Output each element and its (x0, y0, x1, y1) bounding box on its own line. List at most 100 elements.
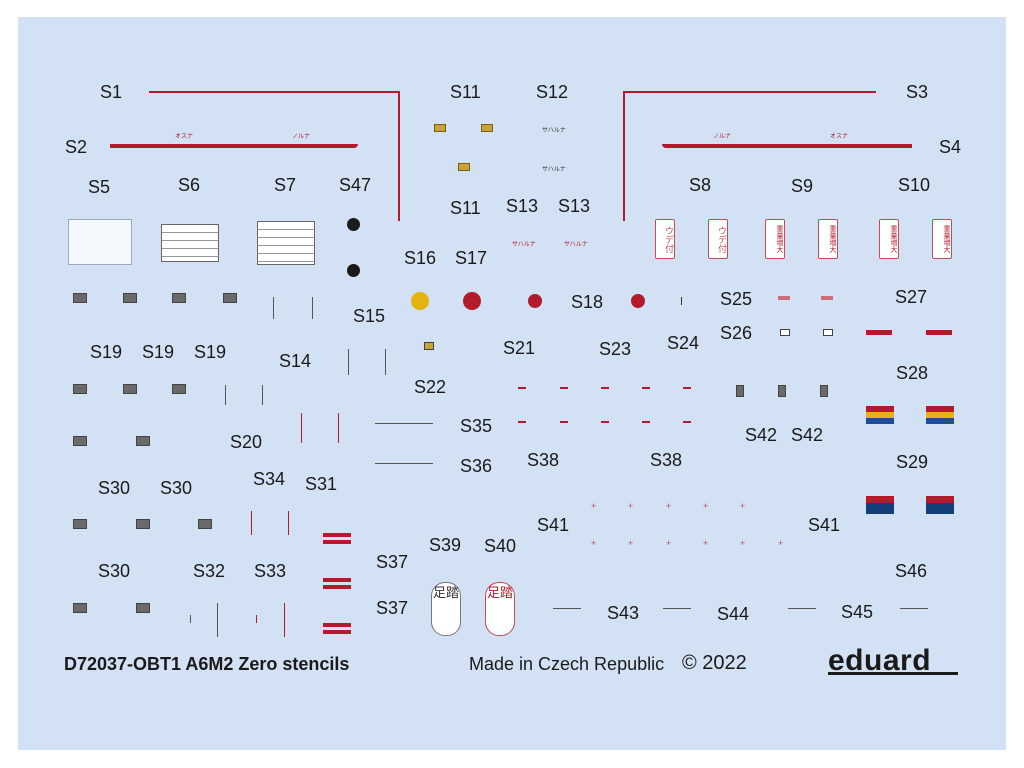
plus-marking: + (628, 501, 634, 511)
black-dot (347, 264, 360, 277)
dash-marking (601, 421, 609, 423)
label-s40: S40 (484, 536, 517, 556)
osuna-text: オスナ (175, 134, 194, 140)
label-s39: S39 (429, 535, 462, 555)
label-s21: S21 (503, 338, 536, 358)
tick-marking (284, 603, 285, 637)
s11-marking (434, 124, 446, 132)
s37-bar (323, 630, 351, 634)
label-s32: S32 (193, 561, 226, 581)
label-s19: S19 (142, 342, 175, 362)
stripe-marking (926, 406, 954, 424)
tick-marking (338, 413, 339, 443)
label-s46: S46 (895, 561, 928, 581)
gauge-marking (123, 384, 137, 394)
walkway-line-s4 (662, 144, 912, 148)
label-s2: S2 (65, 137, 88, 157)
label-s47: S47 (339, 175, 372, 195)
data-plate-s7 (257, 221, 315, 265)
walkway-line-s3-vertical (623, 91, 625, 221)
label-s41: S41 (808, 515, 841, 535)
label-s27: S27 (895, 287, 928, 307)
walkway-line-s3 (624, 91, 876, 93)
red-dot (631, 294, 645, 308)
s11-marking (481, 124, 493, 132)
tick-marking (190, 615, 191, 623)
label-s25: S25 (720, 289, 753, 309)
label-s12: S12 (536, 82, 569, 102)
plus-marking: + (591, 501, 597, 511)
s45-marking (788, 608, 816, 609)
plus-marking: + (591, 538, 597, 548)
stripe-marking (866, 406, 894, 424)
label-s19: S19 (90, 342, 123, 362)
label-s29: S29 (896, 452, 929, 472)
label-s41: S41 (537, 515, 570, 535)
copyright: © 2022 (682, 652, 747, 674)
plus-marking: + (703, 501, 709, 511)
s35-line (375, 423, 433, 424)
s26-marking (823, 329, 833, 336)
label-s38: S38 (650, 450, 683, 470)
data-plate-s6 (161, 224, 219, 262)
label-s13: S13 (558, 196, 591, 216)
plus-marking: + (740, 501, 746, 511)
dash-marking (683, 387, 691, 389)
gauge-marking (172, 384, 186, 394)
gauge-marking (223, 293, 237, 303)
s42-marking (820, 385, 828, 397)
tick-marking (288, 511, 289, 535)
label-s23: S23 (599, 339, 632, 359)
gauge-marking (73, 384, 87, 394)
tick-marking (273, 297, 274, 319)
label-s28: S28 (896, 363, 929, 383)
gauge-marking (73, 519, 87, 529)
tick-marking (217, 603, 218, 637)
walkway-line-s2 (110, 144, 358, 148)
label-s44: S44 (717, 604, 750, 624)
dash-marking (642, 387, 650, 389)
gauge-marking (172, 293, 186, 303)
noruna-text: ノルナ (713, 134, 732, 140)
gauge-marking (198, 519, 212, 529)
label-s15: S15 (353, 306, 386, 326)
gauge-marking (73, 603, 87, 613)
tick-marking (385, 349, 386, 375)
label-s38: S38 (527, 450, 560, 470)
fumuna-text: サハルナ (542, 128, 566, 134)
dash-marking (560, 421, 568, 423)
label-s30: S30 (98, 561, 131, 581)
label-s3: S3 (906, 82, 929, 102)
label-s37: S37 (376, 598, 409, 618)
plus-marking: + (666, 501, 672, 511)
tick-marking (312, 297, 313, 319)
label-s36: S36 (460, 456, 493, 476)
label-s6: S6 (178, 175, 201, 195)
label-s8: S8 (689, 175, 712, 195)
data-plate-s5 (68, 219, 132, 265)
ashi-fumi-marking: 足踏 (431, 582, 461, 636)
plus-marking: + (740, 538, 746, 548)
label-s11: S11 (450, 82, 481, 102)
product-code: D72037-OBT1 A6M2 Zero stencils (64, 654, 350, 674)
label-s37: S37 (376, 552, 409, 572)
stripe-marking (926, 496, 954, 514)
label-s18: S18 (571, 292, 604, 312)
dash-marking (560, 387, 568, 389)
label-s1: S1 (100, 82, 123, 102)
label-s30: S30 (98, 478, 131, 498)
label-s16: S16 (404, 248, 437, 268)
black-dot (347, 218, 360, 231)
label-s10: S10 (898, 175, 931, 195)
gauge-marking (73, 293, 87, 303)
red-dot (463, 292, 481, 310)
walkway-line-s1-vertical (398, 91, 400, 221)
juryo-zodai-box: 重量増大 (818, 219, 838, 259)
gauge-marking (136, 436, 150, 446)
s44-marking (663, 608, 691, 609)
label-s31: S31 (305, 474, 338, 494)
tick-marking (348, 349, 349, 375)
s31-bar (323, 540, 351, 544)
label-s24: S24 (667, 333, 700, 353)
gauge-marking (136, 519, 150, 529)
